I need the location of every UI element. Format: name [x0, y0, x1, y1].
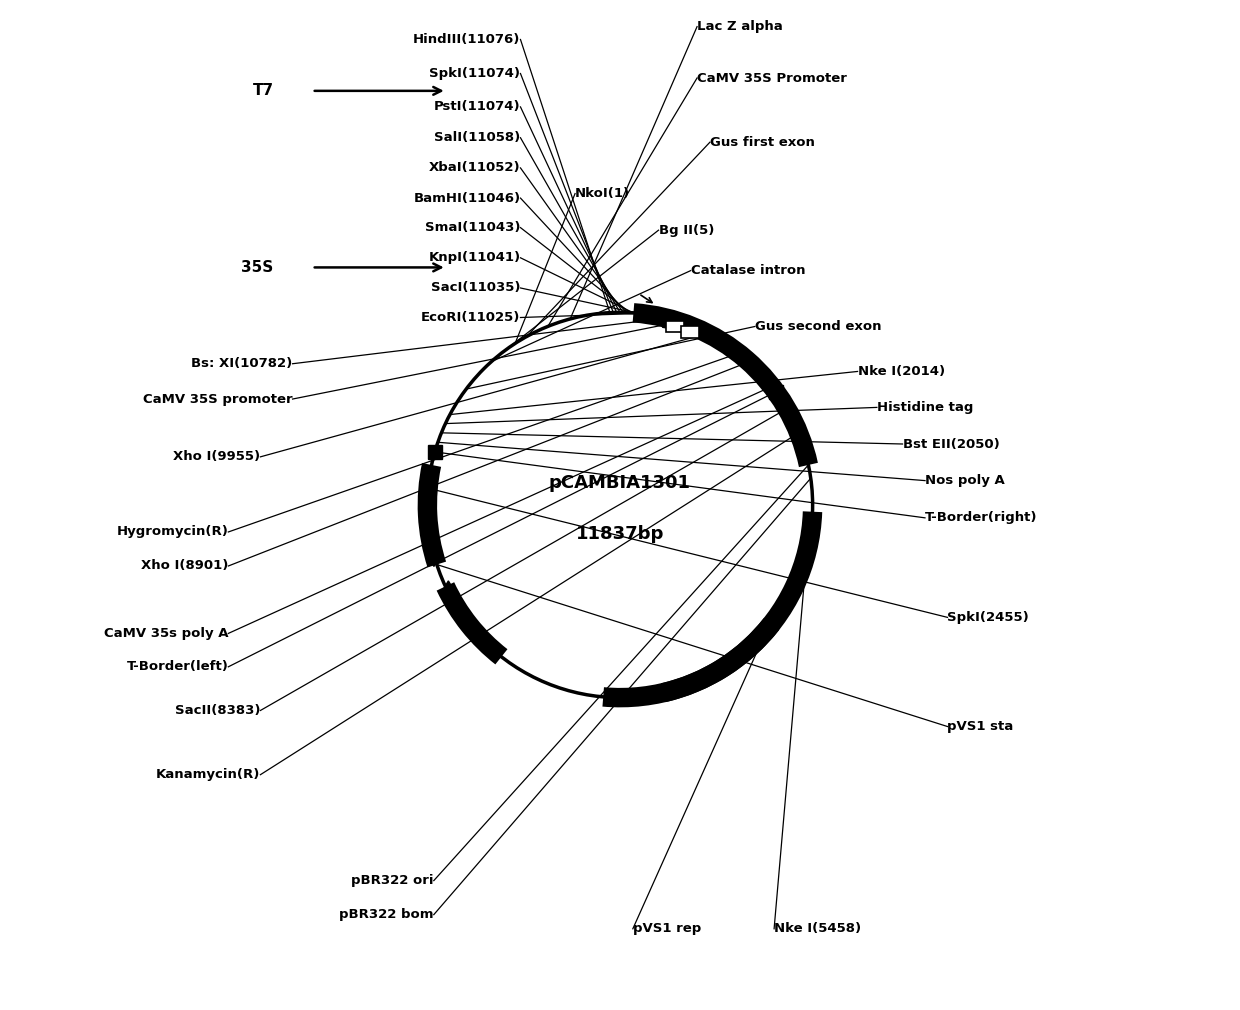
Text: pBR322 bom: pBR322 bom — [340, 908, 434, 921]
Polygon shape — [427, 543, 441, 567]
Polygon shape — [748, 627, 770, 650]
Text: Lac Z alpha: Lac Z alpha — [697, 20, 782, 33]
Text: Kanamycin(R): Kanamycin(R) — [156, 769, 260, 781]
Polygon shape — [461, 612, 475, 635]
Text: SmaI(11043): SmaI(11043) — [425, 221, 521, 234]
Bar — [666, 320, 683, 332]
Text: T-Border(right): T-Border(right) — [925, 511, 1038, 524]
Polygon shape — [708, 658, 734, 677]
Text: Catalase intron: Catalase intron — [691, 265, 805, 277]
Polygon shape — [455, 605, 475, 630]
Text: KnpI(11041): KnpI(11041) — [428, 251, 521, 265]
Bar — [769, 385, 782, 399]
Text: T-Border(left): T-Border(left) — [126, 661, 228, 674]
Text: SalI(11058): SalI(11058) — [434, 131, 521, 144]
Text: Xho I(8901): Xho I(8901) — [141, 560, 228, 573]
Text: CaMV 35S promoter: CaMV 35S promoter — [143, 393, 293, 406]
Text: T7: T7 — [253, 84, 274, 98]
Text: Gus second exon: Gus second exon — [755, 320, 882, 333]
Text: Nos poly A: Nos poly A — [925, 474, 1004, 487]
Text: Bg II(5): Bg II(5) — [658, 223, 714, 236]
Text: BamHI(11046): BamHI(11046) — [413, 192, 521, 205]
Text: Hygromycin(R): Hygromycin(R) — [117, 525, 228, 538]
Text: XbaI(11052): XbaI(11052) — [429, 162, 521, 175]
Polygon shape — [641, 686, 667, 700]
Text: pCAMBIA1301: pCAMBIA1301 — [549, 474, 691, 492]
Text: Bs: XI(10782): Bs: XI(10782) — [191, 358, 293, 371]
Text: 35S: 35S — [241, 260, 273, 275]
Text: pBR322 ori: pBR322 ori — [351, 874, 434, 887]
Text: Xho I(9955): Xho I(9955) — [174, 450, 260, 464]
Text: CaMV 35s poly A: CaMV 35s poly A — [104, 627, 228, 640]
Text: SacI(11035): SacI(11035) — [432, 282, 521, 295]
Polygon shape — [724, 339, 749, 362]
Polygon shape — [441, 581, 455, 604]
Text: Nke I(5458): Nke I(5458) — [774, 922, 862, 935]
Text: Bst EII(2050): Bst EII(2050) — [903, 437, 999, 450]
Text: Histidine tag: Histidine tag — [877, 401, 973, 414]
Bar — [681, 326, 699, 337]
Polygon shape — [420, 504, 434, 526]
Text: PstI(11074): PstI(11074) — [434, 100, 521, 113]
Text: SpkI(11074): SpkI(11074) — [429, 67, 521, 80]
Polygon shape — [420, 499, 435, 525]
Text: SpkI(2455): SpkI(2455) — [947, 611, 1029, 624]
Bar — [428, 444, 441, 459]
Text: HindIII(11076): HindIII(11076) — [413, 33, 521, 46]
Text: EcoRI(11025): EcoRI(11025) — [422, 311, 521, 324]
Text: SacII(8383): SacII(8383) — [175, 704, 260, 717]
Text: pVS1 sta: pVS1 sta — [947, 720, 1014, 733]
Text: CaMV 35S Promoter: CaMV 35S Promoter — [697, 72, 847, 85]
Text: Nke I(2014): Nke I(2014) — [858, 365, 945, 378]
Text: pVS1 rep: pVS1 rep — [632, 922, 701, 935]
Text: 11837bp: 11837bp — [575, 525, 665, 543]
Text: NkoI(1): NkoI(1) — [575, 187, 630, 200]
Text: Gus first exon: Gus first exon — [709, 135, 815, 148]
